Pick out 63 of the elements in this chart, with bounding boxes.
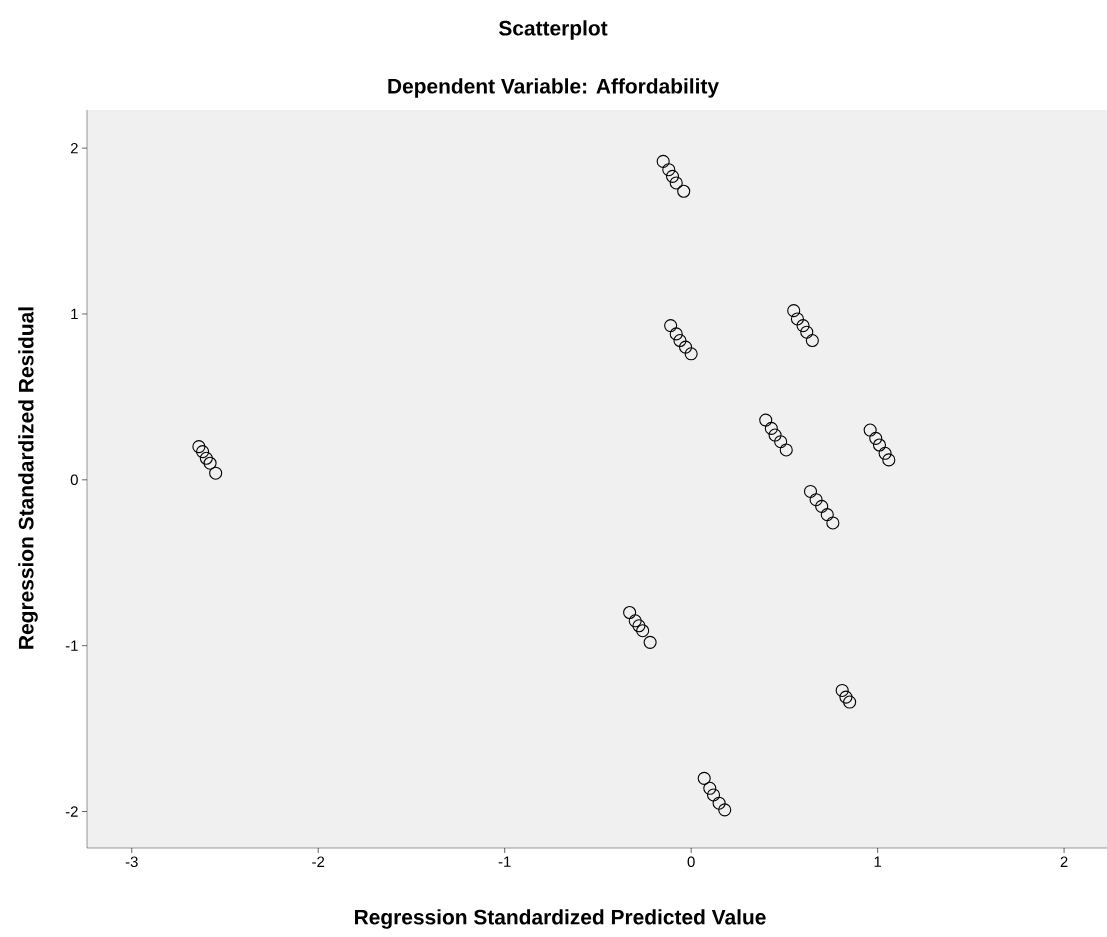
chart-title: Scatterplot	[498, 20, 608, 40]
point	[628, 614, 642, 628]
point	[706, 788, 721, 802]
point	[662, 163, 676, 177]
y-tick-label: -2	[65, 806, 78, 817]
x-axis-title: Regression Standardized Predicted Value	[355, 909, 766, 929]
x-tick-label: -2	[312, 856, 325, 867]
point	[656, 154, 670, 168]
point	[677, 184, 691, 198]
point	[843, 695, 857, 709]
point	[192, 440, 206, 454]
point	[826, 516, 840, 530]
point	[809, 493, 823, 507]
point	[673, 333, 687, 348]
point	[764, 421, 778, 435]
point	[636, 624, 650, 638]
y-tick-label: 0	[70, 474, 78, 486]
point	[669, 327, 683, 341]
y-tick-label: -1	[65, 640, 78, 651]
point	[768, 428, 782, 442]
point	[203, 456, 217, 470]
x-tick-label: -1	[498, 856, 511, 867]
point	[805, 333, 819, 348]
point	[697, 771, 711, 785]
point	[632, 619, 646, 633]
point	[196, 445, 210, 459]
point	[643, 635, 657, 649]
point	[669, 176, 683, 190]
x-tick-label: 0	[687, 856, 695, 868]
point	[774, 435, 788, 449]
point	[815, 499, 829, 513]
point	[796, 319, 810, 333]
point	[712, 796, 726, 810]
x-tick-label: 1	[874, 856, 882, 867]
x-tick-label: 2	[1060, 856, 1068, 867]
point	[679, 340, 693, 354]
point	[759, 413, 773, 427]
point	[803, 484, 818, 498]
point	[882, 453, 896, 467]
point	[209, 466, 223, 480]
point	[787, 304, 801, 318]
point	[835, 683, 849, 697]
point	[199, 451, 213, 465]
point	[839, 690, 853, 704]
point	[863, 423, 877, 437]
y-axis-title: Regression Standardized Residual	[18, 307, 38, 649]
point	[623, 605, 637, 620]
y-tick-label: 1	[71, 308, 78, 320]
point	[684, 347, 698, 361]
point	[878, 446, 892, 460]
point	[869, 431, 883, 445]
point	[779, 443, 793, 457]
point	[665, 169, 680, 183]
point	[872, 438, 887, 452]
point	[703, 781, 717, 795]
chart-subtitle: Dependent Variable: Affordability	[388, 78, 719, 98]
x-tick-label: -3	[125, 856, 138, 868]
point	[820, 508, 834, 522]
point	[664, 319, 678, 333]
y-tick-label: 2	[70, 142, 78, 154]
point	[718, 803, 732, 817]
point	[790, 312, 804, 326]
point	[800, 325, 814, 339]
